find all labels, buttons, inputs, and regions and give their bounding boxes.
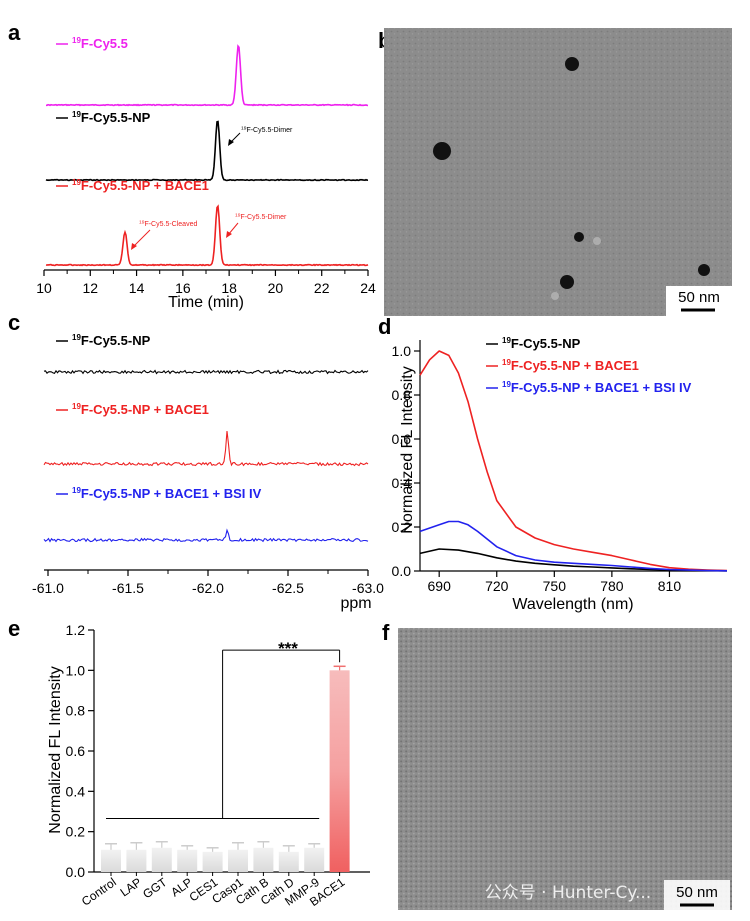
nanoparticle [574,232,584,242]
chart-d-ylabel: Normalized FL Intensity [399,366,416,533]
chart-d-series-line [419,350,728,572]
nanoparticle [698,264,710,276]
chart-a-series-label: 19F-Cy5.5-NP + BACE1 [72,178,209,193]
chart-a-series-line [45,204,369,267]
chart-a-xtick-label: 10 [36,280,52,296]
chart-c-series-label: 19F-Cy5.5-NP + BACE1 [72,402,209,417]
chart-e-ytick-label: 0.4 [66,783,86,799]
panel-label-c: c [8,310,20,335]
chart-d-xtick-label: 720 [485,578,509,594]
chart-d-xlabel: Wavelength (nm) [512,596,633,613]
chart-c-xtick-label: -63.0 [352,580,384,596]
chart-c-series-line [43,528,369,543]
chart-a-xtick-label: 20 [268,280,284,296]
chart-c: -61.0 -61.5 -62.0 -62.5 -63.0 19F-Cy5.5-NP 19… [32,333,384,612]
chart-a-xtick-label: 16 [175,280,191,296]
chart-d-legend-item: 19F-Cy5.5-NP + BACE1 + BSI IV [502,380,692,395]
chart-d-ytick-label: 1.0 [392,343,412,359]
chart-d-series-line [419,548,728,572]
nanoparticle [560,275,574,289]
nanoparticle [433,142,451,160]
chart-e-ytick-label: 1.0 [66,662,86,678]
tem-image-f: 公众号 · Hunter-Cy... 50 nm [398,628,732,910]
chart-c-series-label: 19F-Cy5.5-NP [72,333,151,348]
chart-e-bar [278,851,299,872]
chart-c-series-line [43,430,369,467]
chart-d-ytick-label: 0.8 [392,387,412,403]
chart-a-xtick-label: 22 [314,280,330,296]
chart-e-bar [329,670,350,872]
chart-e-ytick-label: 0.0 [66,864,86,880]
chart-e-category-label: Control [79,875,119,909]
chart-a-series-line [45,120,369,182]
chart-e-bar [228,849,248,872]
chart-e-bar [202,851,223,872]
chart-d-xtick-label: 810 [658,578,682,594]
chart-e-bar [253,847,274,872]
chart-d-xtick-label: 780 [600,578,624,594]
chart-e-ylabel: Normalized FL Intensity [47,666,64,833]
panel-label-f: f [382,620,390,645]
chart-d-ytick-label: 0.4 [392,475,412,491]
chart-e-bar [151,847,172,872]
scalebar-b-label: 50 nm [678,289,720,306]
nanoparticle [565,57,579,71]
chart-c-xtick-label: -61.0 [32,580,64,596]
chart-c-xtick-label: -61.5 [112,580,144,596]
chart-c-xtick-label: -62.5 [272,580,304,596]
chart-d-ytick-label: 0.6 [392,431,412,447]
chart-e-bar [304,847,325,872]
chart-d-series-line [419,520,728,572]
watermark: 公众号 · Hunter-Cy... [485,883,651,903]
chart-e-category-label: GGT [140,875,170,902]
chart-e-ytick-label: 0.6 [66,743,86,759]
chart-d-legend-item: 19F-Cy5.5-NP + BACE1 [502,358,639,373]
chart-a-annotation: 19F-Cy5.5-Dimer [235,213,287,221]
chart-d-ytick-label: 0.2 [392,519,412,535]
chart-d-legend-item: 19F-Cy5.5-NP [502,336,581,351]
chart-c-xlabel: ppm [340,595,371,612]
chart-a-series-label: 19F-Cy5.5 [72,36,128,51]
chart-e-category-label: LAP [118,875,145,899]
chart-a-xtick-label: 14 [129,280,145,296]
chart-a-annotation: 19F-Cy5.5-Cleaved [139,220,197,228]
significance-stars: *** [278,639,298,658]
chart-c-xtick-label: -62.0 [192,580,224,596]
panel-label-d: d [378,314,391,339]
chart-d-xtick-label: 690 [428,578,452,594]
chart-e-bar [101,849,121,872]
chart-a-xtick-label: 24 [360,280,376,296]
chart-a-xtick-label: 12 [82,280,98,296]
chart-d: 690 720 750 780 810 0.0 0.2 0.4 0.6 0.8 1.0 19F-Cy… [392,336,728,613]
chart-e-ytick-label: 1.2 [66,622,86,638]
chart-a: 10 12 14 16 18 20 22 24 19F-Cy5.5 19F-Cy5.5-NP 19… [36,36,376,311]
chart-e: 0.00.20.40.60.81.01.2 ControlLAPGGTALPCE… [47,622,370,909]
chart-a-xtick-label: 18 [221,280,237,296]
chart-e-ytick-label: 0.2 [66,824,86,840]
chart-c-series-line [43,369,369,375]
chart-a-series-line [46,44,369,107]
chart-e-bar [177,849,198,872]
chart-d-ytick-label: 0.0 [392,563,412,579]
chart-e-ytick-label: 0.8 [66,703,86,719]
chart-a-annotation: 19F-Cy5.5-Dimer [241,126,293,134]
scalebar-f-label: 50 nm [676,884,718,901]
chart-a-series-label: 19F-Cy5.5-NP [72,110,151,125]
chart-d-xtick-label: 750 [543,578,567,594]
tem-image-b: 50 nm [384,28,732,316]
chart-a-xlabel: Time (min) [168,294,244,311]
panel-label-a: a [8,20,21,45]
chart-c-series-label: 19F-Cy5.5-NP + BACE1 + BSI IV [72,486,262,501]
chart-e-bar [126,849,147,872]
panel-label-e: e [8,616,20,641]
